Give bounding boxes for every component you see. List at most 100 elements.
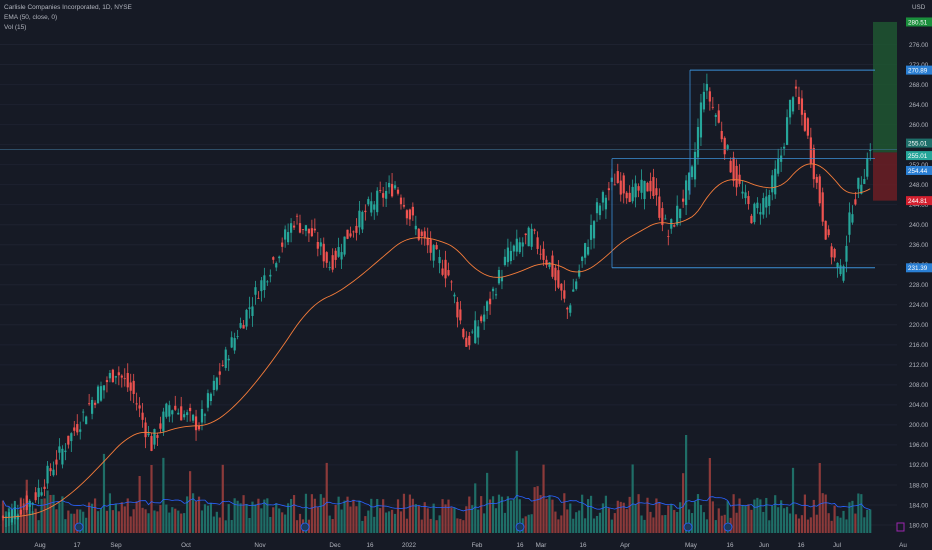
volume-bar <box>352 499 355 533</box>
candle-body <box>616 171 619 183</box>
candle-body <box>563 290 566 299</box>
candle-body <box>435 245 438 250</box>
volume-bar <box>411 498 414 533</box>
candle-body <box>661 208 664 226</box>
dividend-marker <box>300 522 310 532</box>
candle-body <box>346 229 349 239</box>
volume-bar <box>563 493 566 533</box>
candle-body <box>474 320 477 344</box>
candle-body <box>260 280 263 292</box>
price-axis[interactable]: 180.00 184.00 188.00 192.00 196.00 200.00 204.… <box>906 4 932 529</box>
candle-body <box>102 385 106 391</box>
volume-bar <box>682 473 685 533</box>
time-tick-label: Sep <box>110 542 122 549</box>
volume-bar <box>447 499 450 533</box>
candle-body <box>370 201 373 213</box>
candle-body <box>144 422 147 438</box>
volume-bars <box>1 435 872 533</box>
candle-body <box>726 145 729 149</box>
volume-bar <box>592 518 596 533</box>
volume-bar <box>298 513 302 533</box>
candle-body <box>711 106 714 108</box>
candle-body <box>272 257 275 260</box>
candle-body <box>714 114 717 117</box>
candle-body <box>61 448 64 465</box>
candle-body <box>601 192 605 203</box>
candle-body <box>55 459 58 465</box>
candle-body <box>328 267 331 268</box>
candle-body <box>298 223 302 233</box>
candle-body <box>551 255 554 277</box>
resistance-price-label: 270.89 <box>908 67 928 74</box>
volume-bar <box>40 498 43 533</box>
volume-bar <box>815 514 818 533</box>
candle-body <box>248 307 251 309</box>
candle-body <box>120 375 123 378</box>
candle-body <box>322 243 325 262</box>
candle-body <box>863 179 866 184</box>
candle-body <box>43 486 46 490</box>
time-tick-label: May <box>685 542 698 549</box>
candle-body <box>453 294 456 297</box>
volume-bar <box>254 504 257 533</box>
volume-bar <box>263 499 266 533</box>
volume-bar <box>117 511 120 533</box>
candle-body <box>49 468 52 472</box>
volume-bar <box>601 503 605 533</box>
volume-bar <box>705 519 708 533</box>
volume-bar <box>399 511 403 533</box>
candle-body <box>114 376 117 378</box>
volume-bar <box>159 505 162 533</box>
candle-body <box>162 411 165 432</box>
candle-body <box>206 393 210 408</box>
candle-body <box>200 408 204 423</box>
volume-bar <box>830 520 833 533</box>
volume-bar <box>402 493 406 533</box>
candle-body <box>269 274 272 277</box>
volume-bar <box>206 505 210 533</box>
candle-body <box>331 255 334 270</box>
candle-body <box>340 252 343 260</box>
volume-bar <box>245 503 248 533</box>
volume-bar <box>471 505 474 533</box>
volume-bar <box>43 498 46 533</box>
candle-body <box>224 349 227 368</box>
volume-bar <box>138 476 141 533</box>
volume-bar <box>777 507 780 533</box>
candle-body <box>598 205 602 216</box>
position-zones <box>873 21 897 201</box>
candle-body <box>497 270 501 284</box>
volume-bar <box>503 512 507 533</box>
volume-bar <box>319 494 322 533</box>
candle-body <box>765 196 768 208</box>
volume-bar <box>120 502 123 533</box>
candle-body <box>99 386 103 401</box>
volume-bar <box>527 514 530 533</box>
candle-body <box>19 509 22 515</box>
volume-bar <box>640 515 643 533</box>
target-price-label: 280.51 <box>908 19 928 26</box>
volume-bar <box>304 493 308 533</box>
volume-bar <box>560 515 563 533</box>
volume-bar <box>699 504 703 533</box>
volume-bar <box>393 513 397 533</box>
volume-bar <box>453 507 456 533</box>
candle-body <box>667 236 670 237</box>
volume-bar <box>242 495 245 533</box>
candle-body <box>376 190 379 213</box>
volume-bar <box>622 502 625 533</box>
time-axis[interactable]: Aug 17 Sep Oct Nov Dec 16 2022 Feb 16 Mar 16 Apr May 1… <box>34 542 907 549</box>
candle-body <box>738 174 741 184</box>
price-tick-label: 244.00 <box>909 202 929 209</box>
target-zone <box>873 21 897 153</box>
volume-bar <box>607 508 610 533</box>
volume-bar <box>385 512 388 533</box>
candle-body <box>486 301 489 311</box>
candle-body <box>702 91 706 110</box>
price-tick-label: 228.00 <box>909 282 929 289</box>
volume-bar <box>491 496 495 533</box>
candle-body <box>589 224 593 240</box>
volume-bar <box>866 509 869 533</box>
volume-bar <box>141 507 144 533</box>
